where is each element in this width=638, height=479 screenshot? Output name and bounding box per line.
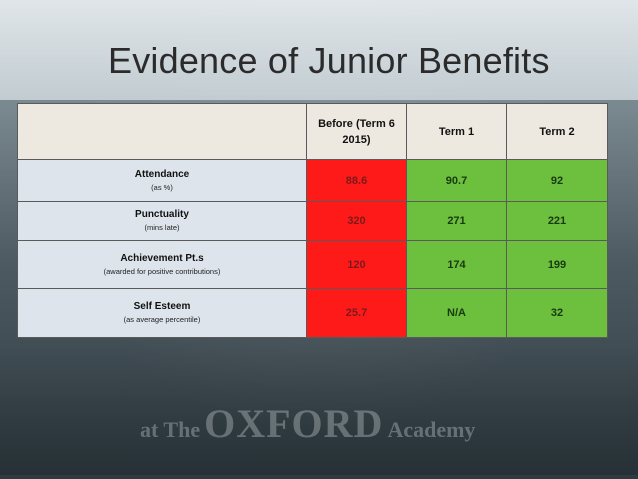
cell-before: 88.6 — [306, 159, 407, 202]
cell-term-1: N/A — [406, 288, 507, 338]
table-row: Punctuality (mins late) 320 271 221 — [17, 201, 608, 241]
header-term-1: Term 1 — [406, 103, 507, 160]
cell-before: 25.7 — [306, 288, 407, 338]
table-header-row: Before (Term 6 2015) Term 1 Term 2 — [17, 103, 608, 160]
slide-title: Evidence of Junior Benefits — [108, 40, 550, 81]
header-term-2: Term 2 — [506, 103, 608, 160]
cell-term-1: 174 — [406, 240, 507, 289]
benefits-table: Before (Term 6 2015) Term 1 Term 2 Atten… — [17, 103, 608, 338]
title-band — [0, 0, 638, 100]
cell-term-1: 90.7 — [406, 159, 507, 202]
row-label-attendance: Attendance (as %) — [17, 159, 307, 202]
row-sublabel: (as %) — [151, 182, 173, 192]
table-row: Achievement Pt.s (awarded for positive c… — [17, 240, 608, 289]
row-label: Achievement Pt.s — [120, 252, 204, 264]
academy-watermark: at The OXFORD Academy — [140, 400, 475, 447]
header-blank — [17, 103, 307, 160]
row-sublabel: (awarded for positive contributions) — [103, 266, 221, 276]
cell-term-2: 199 — [506, 240, 608, 289]
cell-before: 120 — [306, 240, 407, 289]
row-label-achievement: Achievement Pt.s (awarded for positive c… — [17, 240, 307, 289]
row-label-punctuality: Punctuality (mins late) — [17, 201, 307, 241]
cell-term-2: 221 — [506, 201, 608, 241]
cell-term-2: 32 — [506, 288, 608, 338]
row-sublabel: (mins late) — [144, 223, 180, 232]
row-label: Attendance — [134, 168, 190, 180]
row-label: Punctuality — [135, 209, 189, 220]
header-before: Before (Term 6 2015) — [306, 103, 407, 160]
table-row: Self Esteem (as average percentile) 25.7… — [17, 288, 608, 338]
row-label-self-esteem: Self Esteem (as average percentile) — [17, 288, 307, 338]
cell-term-2: 92 — [506, 159, 608, 202]
watermark-name: OXFORD — [204, 401, 384, 446]
table-row: Attendance (as %) 88.6 90.7 92 — [17, 159, 608, 202]
cell-before: 320 — [306, 201, 407, 241]
watermark-suffix: Academy — [387, 417, 476, 442]
row-sublabel: (as average percentile) — [123, 315, 201, 324]
background-shade — [0, 345, 638, 475]
watermark-prefix: at The — [140, 417, 201, 442]
row-label: Self Esteem — [133, 301, 191, 312]
cell-term-1: 271 — [406, 201, 507, 241]
